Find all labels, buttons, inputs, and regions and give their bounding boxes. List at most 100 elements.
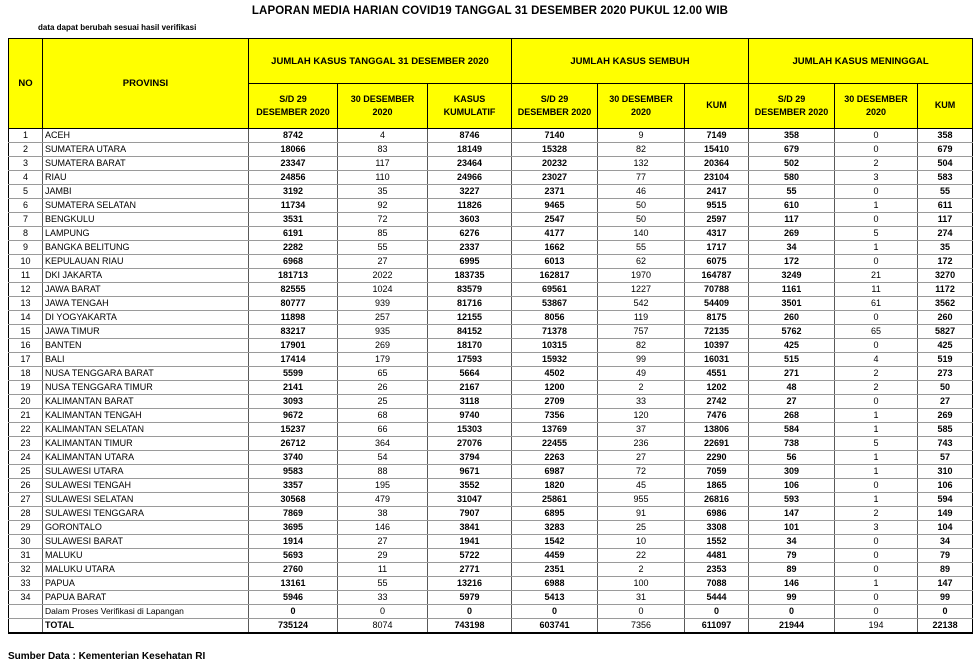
value-cell: 17414 bbox=[248, 352, 338, 367]
value-cell: 57 bbox=[917, 450, 974, 465]
value-cell: 2351 bbox=[511, 562, 599, 577]
value-cell: 46 bbox=[597, 184, 686, 199]
value-cell: 162817 bbox=[511, 268, 599, 283]
subheader-meninggal-sd29: S/D 29 DESEMBER 2020 bbox=[748, 83, 836, 129]
value-cell: 2760 bbox=[248, 562, 338, 577]
value-cell: 593 bbox=[748, 492, 836, 507]
province-cell: BENGKULU bbox=[42, 212, 249, 227]
value-cell: 2022 bbox=[337, 268, 428, 283]
table-row: 10 KEPULAUAN RIAU 6968 27 6995 6013 62 6075 172 0… bbox=[8, 254, 974, 269]
row-number-cell bbox=[8, 604, 43, 619]
value-cell: 3 bbox=[834, 170, 919, 185]
value-cell: 72135 bbox=[684, 324, 750, 339]
covid-report-table: NO PROVINSI JUMLAH KASUS TANGGAL 31 DESE… bbox=[8, 38, 974, 634]
value-cell: 6013 bbox=[511, 254, 599, 269]
table-row: 14 DI YOGYAKARTA 11898 257 12155 8056 119 8175 2… bbox=[8, 310, 974, 325]
province-cell: KALIMANTAN SELATAN bbox=[42, 422, 249, 437]
province-cell: SULAWESI TENGAH bbox=[42, 478, 249, 493]
row-number-cell: 7 bbox=[8, 212, 43, 227]
value-cell: 8746 bbox=[426, 128, 513, 143]
value-cell: 2547 bbox=[511, 212, 599, 227]
province-cell: NUSA TENGGARA BARAT bbox=[42, 366, 249, 381]
value-cell: 8056 bbox=[511, 310, 599, 325]
value-cell: 62 bbox=[597, 254, 686, 269]
row-number-cell: 26 bbox=[8, 478, 43, 493]
value-cell: 0 bbox=[337, 604, 428, 619]
table-row: 5 JAMBI 3192 35 3227 2371 46 2417 55 0 55 bbox=[8, 184, 974, 199]
value-cell: 425 bbox=[917, 338, 974, 353]
table-row: 6 SUMATERA SELATAN 11734 92 11826 9465 50 9515 6… bbox=[8, 198, 974, 213]
value-cell: 1662 bbox=[511, 240, 599, 255]
value-cell: 1820 bbox=[511, 478, 599, 493]
value-cell: 110 bbox=[337, 170, 428, 185]
subheader-kasus-sd29: S/D 29 DESEMBER 2020 bbox=[248, 83, 338, 129]
table-row: 18 NUSA TENGGARA BARAT 5599 65 5664 4502 49 455… bbox=[8, 366, 974, 381]
value-cell: 35 bbox=[917, 240, 974, 255]
value-cell: 0 bbox=[834, 548, 919, 563]
table-row: 29 GORONTALO 3695 146 3841 3283 25 3308 101 3 104 bbox=[8, 520, 974, 535]
value-cell: 2 bbox=[834, 156, 919, 171]
value-cell: 3227 bbox=[426, 184, 513, 199]
value-cell: 82 bbox=[597, 338, 686, 353]
row-number-cell: 19 bbox=[8, 380, 43, 395]
total-row: TOTAL 735124 8074 743198 603741 7356 611097 219… bbox=[8, 618, 974, 634]
value-cell: 3552 bbox=[426, 478, 513, 493]
value-cell: 364 bbox=[337, 436, 428, 451]
value-cell: 15328 bbox=[511, 142, 599, 157]
value-cell: 1172 bbox=[917, 282, 974, 297]
row-number-cell: 11 bbox=[8, 268, 43, 283]
value-cell: 55 bbox=[597, 240, 686, 255]
row-number-cell: 18 bbox=[8, 366, 43, 381]
value-cell: 84152 bbox=[426, 324, 513, 339]
value-cell: 0 bbox=[834, 212, 919, 227]
table-row: 3 SUMATERA BARAT 23347 117 23464 20232 132 2036… bbox=[8, 156, 974, 171]
subheader-sembuh-30des: 30 DESEMBER 2020 bbox=[597, 83, 686, 129]
value-cell: 7476 bbox=[684, 408, 750, 423]
value-cell: 7140 bbox=[511, 128, 599, 143]
value-cell: 55 bbox=[337, 576, 428, 591]
value-cell: 504 bbox=[917, 156, 974, 171]
table-row: 4 RIAU 24856 110 24966 23027 77 23104 580 3 583 bbox=[8, 170, 974, 185]
value-cell: 271 bbox=[748, 366, 836, 381]
value-cell: 183735 bbox=[426, 268, 513, 283]
value-cell: 2 bbox=[834, 506, 919, 521]
value-cell: 48 bbox=[748, 380, 836, 395]
value-cell: 1552 bbox=[684, 534, 750, 549]
value-cell: 22138 bbox=[917, 618, 974, 634]
value-cell: 3192 bbox=[248, 184, 338, 199]
value-cell: 23104 bbox=[684, 170, 750, 185]
value-cell: 2167 bbox=[426, 380, 513, 395]
value-cell: 0 bbox=[834, 184, 919, 199]
value-cell: 1941 bbox=[426, 534, 513, 549]
table-row: 16 BANTEN 17901 269 18170 10315 82 10397 425 0 425 bbox=[8, 338, 974, 353]
value-cell: 358 bbox=[917, 128, 974, 143]
value-cell: 0 bbox=[834, 142, 919, 157]
value-cell: 542 bbox=[597, 296, 686, 311]
value-cell: 72 bbox=[597, 464, 686, 479]
value-cell: 2742 bbox=[684, 394, 750, 409]
row-number-cell: 21 bbox=[8, 408, 43, 423]
value-cell: 3270 bbox=[917, 268, 974, 283]
value-cell: 5946 bbox=[248, 590, 338, 605]
subheader-kasus-kumulatif: KASUS KUMULATIF bbox=[426, 83, 513, 129]
value-cell: 9465 bbox=[511, 198, 599, 213]
table-row: 32 MALUKU UTARA 2760 11 2771 2351 2 2353 89 0 89 bbox=[8, 562, 974, 577]
value-cell: 8074 bbox=[337, 618, 428, 634]
subheader-sembuh-sd29: S/D 29 DESEMBER 2020 bbox=[511, 83, 599, 129]
value-cell: 0 bbox=[834, 128, 919, 143]
disclaimer-note: data dapat berubah sesuai hasil verifika… bbox=[38, 23, 197, 32]
value-cell: 3794 bbox=[426, 450, 513, 465]
value-cell: 6987 bbox=[511, 464, 599, 479]
value-cell: 2 bbox=[597, 380, 686, 395]
table-row: 19 NUSA TENGGARA TIMUR 2141 26 2167 1200 2 1202… bbox=[8, 380, 974, 395]
verification-row: Dalam Proses Verifikasi di Lapangan 0 0 0 0 0… bbox=[8, 604, 974, 619]
value-cell: 743198 bbox=[426, 618, 513, 634]
row-number-cell: 17 bbox=[8, 352, 43, 367]
value-cell: 11898 bbox=[248, 310, 338, 325]
subheader-meninggal-30des: 30 DESEMBER 2020 bbox=[834, 83, 919, 129]
row-number-cell: 14 bbox=[8, 310, 43, 325]
value-cell: 1024 bbox=[337, 282, 428, 297]
province-cell: JAWA BARAT bbox=[42, 282, 249, 297]
province-cell: SULAWESI UTARA bbox=[42, 464, 249, 479]
row-number-cell: 20 bbox=[8, 394, 43, 409]
